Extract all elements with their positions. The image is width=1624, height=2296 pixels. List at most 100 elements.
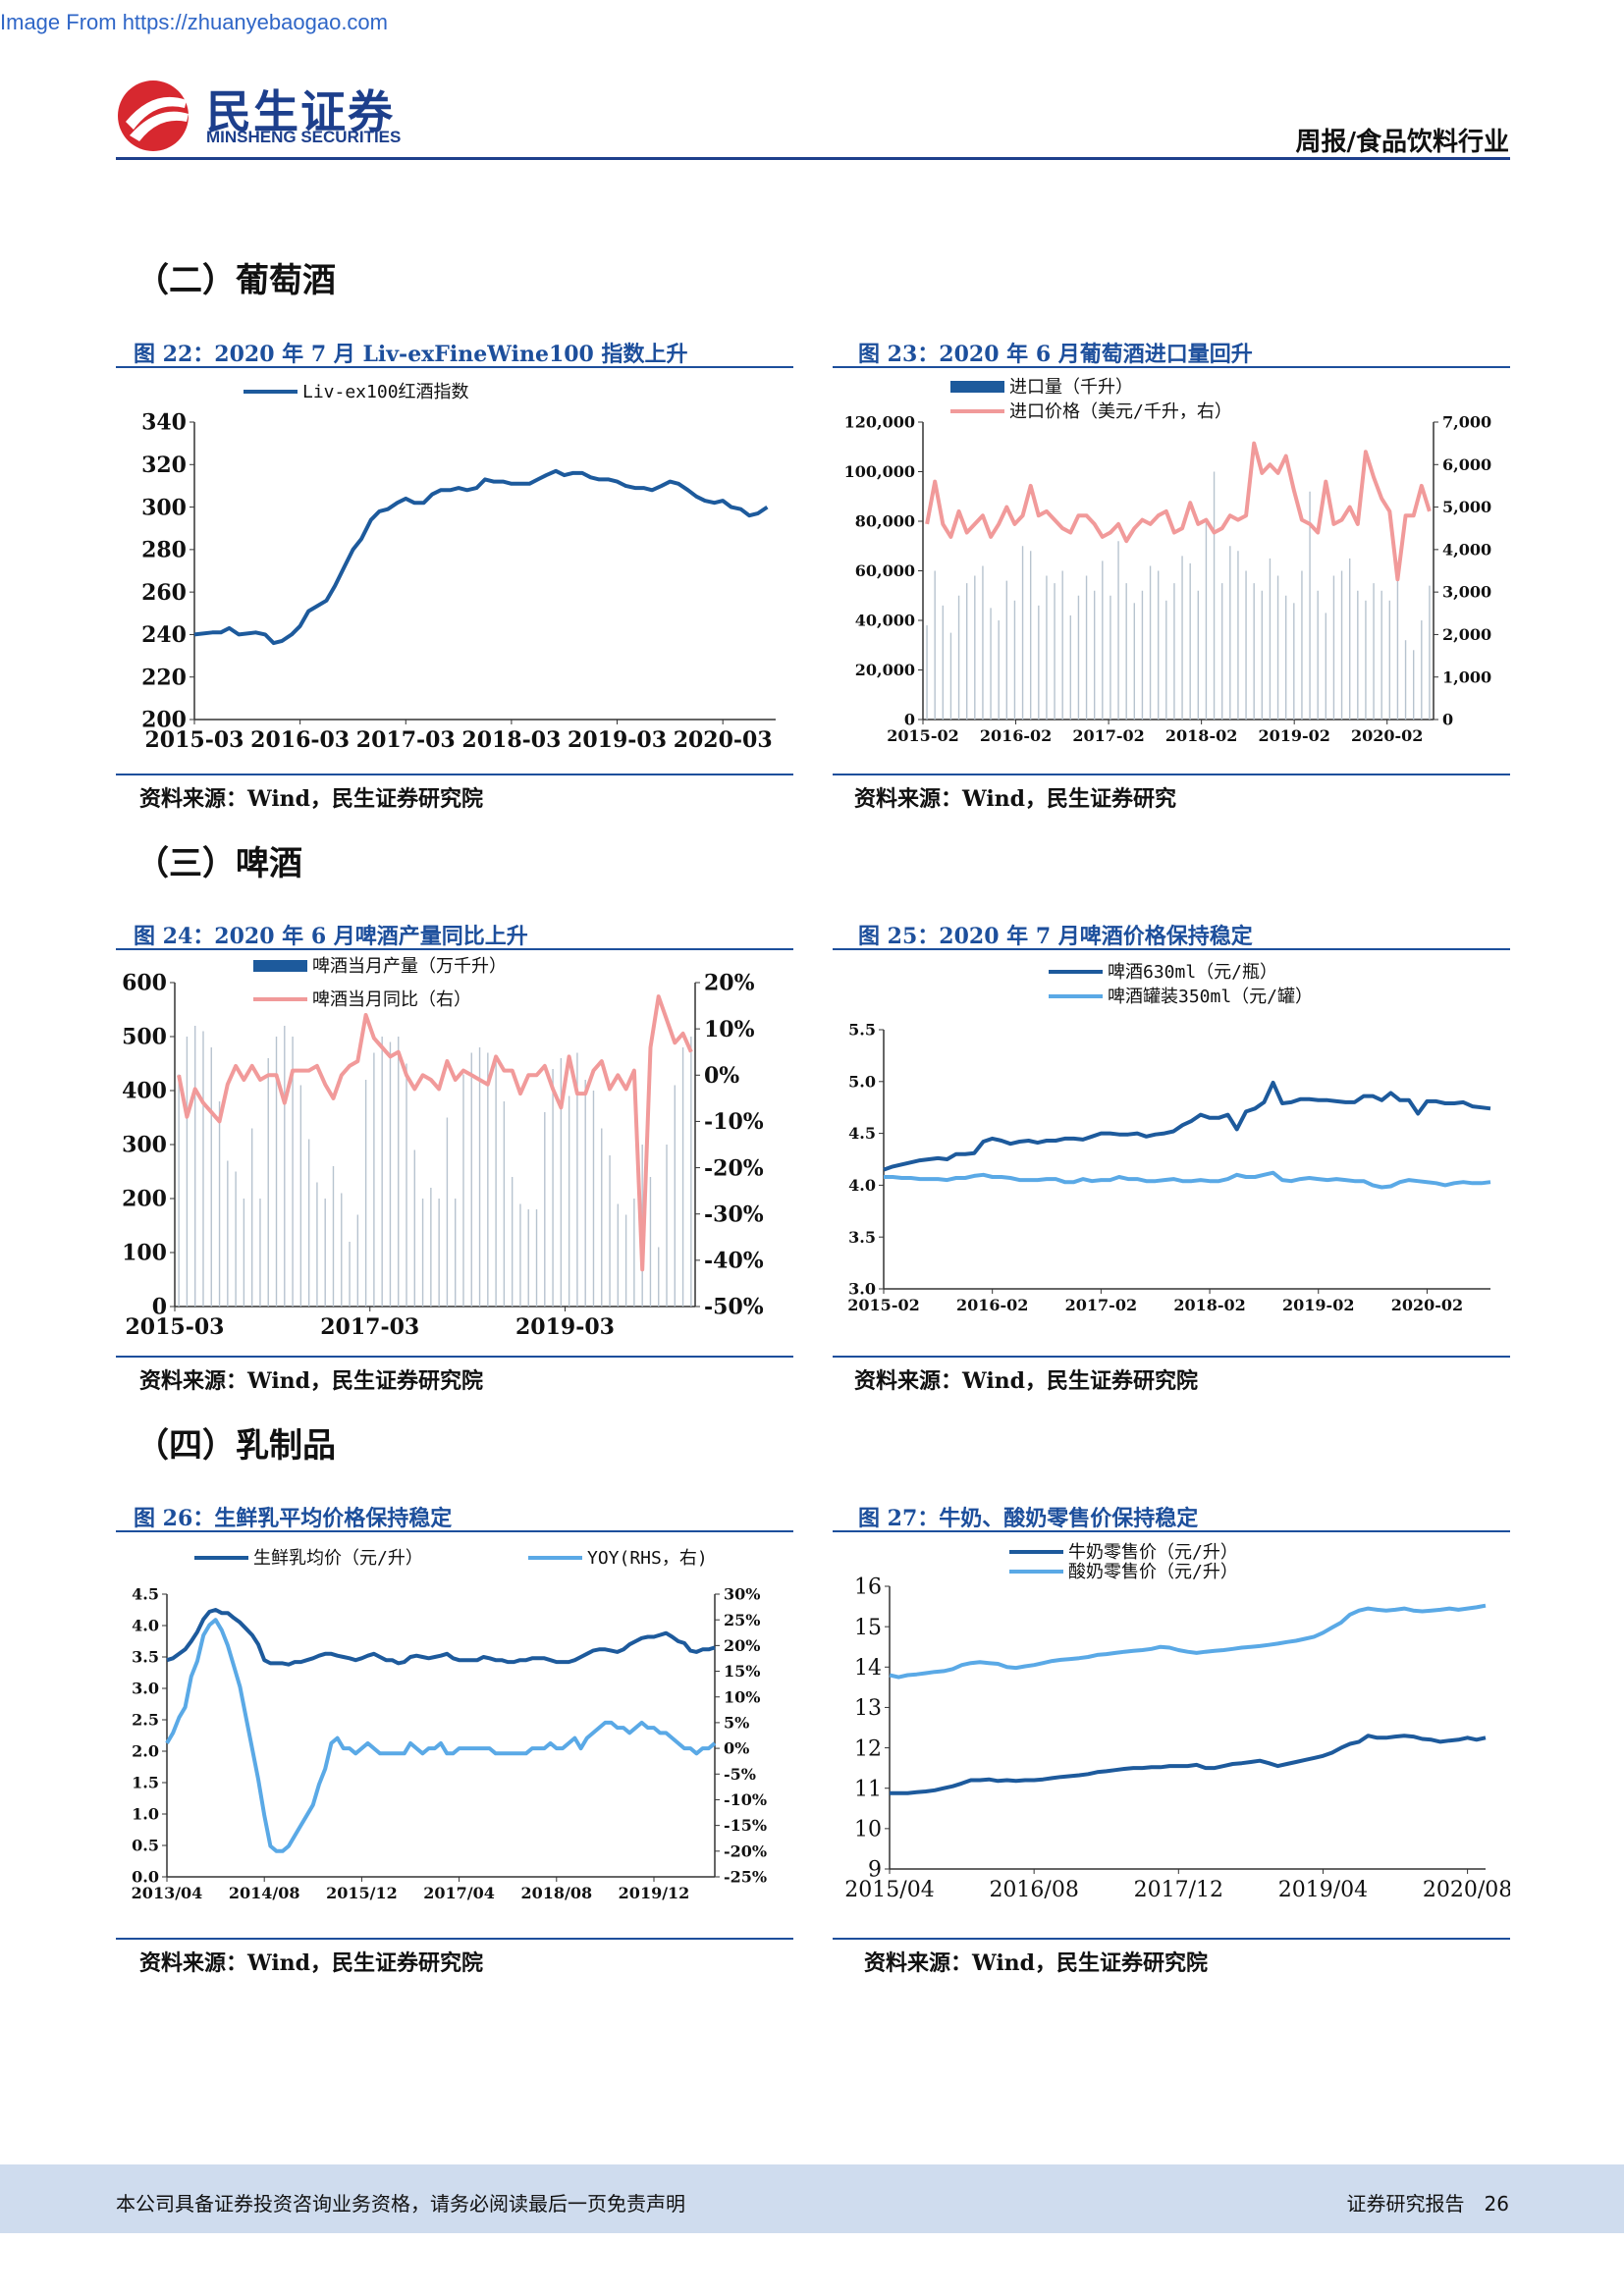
f25-ytick-label: 5.0 — [848, 1072, 876, 1091]
f24-ytick-label: 400 — [122, 1079, 167, 1104]
f22-xtick-label: 2017-03 — [356, 727, 456, 753]
fig27-source: 资料来源：Wind，民生证券研究院 — [864, 1950, 1209, 1976]
f23-y2tick-label: 0 — [1442, 711, 1453, 729]
f26-ytick-label: 0.5 — [132, 1837, 159, 1855]
f23-ytick-label: 20,000 — [855, 661, 915, 679]
report-category: 周报/食品饮料行业 — [1295, 128, 1510, 157]
logo-en: MINSHENG SECURITIES — [206, 128, 402, 146]
f27-xtick-label: 2020/08 — [1423, 1878, 1510, 1902]
fig27-title: 图 27：牛奶、酸奶零售价保持稳定 — [858, 1506, 1199, 1531]
f26-y2tick-label: 5% — [724, 1714, 749, 1733]
f27-xtick-label: 2017/12 — [1134, 1878, 1223, 1902]
f22-xtick-label: 2015-03 — [145, 727, 244, 753]
f25-xtick-label: 2020-02 — [1391, 1296, 1463, 1314]
f27-xtick-label: 2016/08 — [989, 1878, 1078, 1902]
f25-ytick-label: 4.5 — [848, 1124, 876, 1143]
f27-ytick-label: 15 — [854, 1616, 882, 1640]
f23-xtick-label: 2020-02 — [1351, 726, 1423, 745]
f24-legend-label: 啤酒当月产量（万千升） — [312, 956, 507, 977]
f24-legend-swatch — [253, 960, 307, 972]
header-rule — [116, 157, 1510, 160]
f27-xtick-label: 2019/04 — [1278, 1878, 1368, 1902]
f23-y2tick-label: 2,000 — [1442, 625, 1491, 644]
f26-y2tick-label: -25% — [724, 1868, 767, 1887]
f26-ytick-label: 0.0 — [132, 1868, 159, 1887]
f26-xtick-label: 2015/12 — [326, 1884, 398, 1902]
f24-line-series — [177, 994, 693, 1272]
f22-ytick-label: 260 — [141, 580, 187, 606]
f22-ytick-label: 240 — [141, 622, 187, 648]
f24-ytick-label: 200 — [122, 1187, 167, 1212]
fig23-chart: 0 20,000 40,000 60,000 80,000 100,000 120,000 0… — [833, 371, 1510, 774]
f26-xtick-label: 2019/12 — [619, 1884, 690, 1902]
section-beer: （三）啤酒 — [135, 844, 302, 883]
f23-svg: 0 20,000 40,000 60,000 80,000 100,000 120,000 0… — [844, 377, 1491, 745]
fig26-chart: 0.0 0.5 1.0 1.5 2.0 2.5 3.0 3.5 4.0 4.5 -25% -20% -1… — [116, 1535, 793, 1938]
f26-ytick-label: 3.0 — [132, 1680, 159, 1698]
f22-ytick-label: 300 — [141, 495, 187, 520]
f23-xtick-label: 2019-02 — [1258, 726, 1329, 745]
fig25-bottom-rule — [833, 1356, 1510, 1358]
f23-ytick-label: 0 — [904, 711, 915, 729]
f26-series-1 — [165, 1618, 717, 1853]
f23-xtick-label: 2017-02 — [1072, 726, 1144, 745]
f25-xtick-label: 2015-02 — [847, 1296, 919, 1314]
f26-ytick-label: 4.0 — [132, 1617, 159, 1635]
fig25-source: 资料来源：Wind，民生证券研究院 — [854, 1368, 1199, 1394]
fig24-source: 资料来源：Wind，民生证券研究院 — [139, 1368, 484, 1394]
watermark: Image From https://zhuanyebaogao.com — [0, 10, 388, 34]
fig22-source: 资料来源：Wind，民生证券研究院 — [139, 786, 484, 812]
fig25-chart: 3.0 3.5 4.0 4.5 5.0 5.5 2015-02 2016-02 2017-02 2… — [833, 953, 1510, 1356]
f23-ytick-label: 100,000 — [844, 462, 915, 481]
f26-xtick-label: 2018/08 — [520, 1884, 592, 1902]
minsheng-logo-icon — [118, 80, 189, 151]
f25-series-1 — [884, 1170, 1491, 1190]
f25-ytick-label: 4.0 — [848, 1176, 876, 1195]
f24-legend-label: 啤酒当月同比（右） — [312, 989, 471, 1010]
f26-svg: 0.0 0.5 1.0 1.5 2.0 2.5 3.0 3.5 4.0 4.5 -25% -20% -1… — [132, 1548, 767, 1902]
f27-series-0 — [890, 1734, 1487, 1795]
f25-ytick-label: 3.0 — [848, 1280, 876, 1299]
fig27-title-rule — [833, 1530, 1510, 1532]
f24-y2tick-label: 10% — [704, 1017, 755, 1042]
f25-ytick-label: 5.5 — [848, 1021, 876, 1040]
f24-xtick-label: 2015-03 — [126, 1314, 225, 1340]
f24-ytick-label: 100 — [122, 1241, 167, 1266]
f24-y2tick-label: -10% — [704, 1109, 764, 1135]
fig26-title: 图 26：生鲜乳平均价格保持稳定 — [134, 1506, 453, 1531]
f23-xtick-label: 2018-02 — [1165, 726, 1237, 745]
f26-xtick-label: 2017/04 — [423, 1884, 495, 1902]
f26-ytick-label: 1.0 — [132, 1805, 159, 1824]
f22-ytick-label: 280 — [141, 538, 187, 563]
f26-y2tick-label: 0% — [724, 1739, 749, 1758]
fig24-bottom-rule — [116, 1356, 793, 1358]
f26-y2tick-label: 30% — [724, 1585, 760, 1604]
f22-ytick-label: 320 — [141, 453, 187, 478]
fig23-bottom-rule — [833, 774, 1510, 775]
fig23-title: 图 23：2020 年 6 月葡萄酒进口量回升 — [858, 342, 1253, 367]
f23-line-series — [925, 441, 1432, 582]
f24-ytick-label: 300 — [122, 1133, 167, 1158]
f27-legend-label: 酸奶零售价（元/升） — [1068, 1562, 1238, 1582]
f23-y2tick-label: 1,000 — [1442, 667, 1491, 686]
section-dairy: （四）乳制品 — [135, 1426, 336, 1466]
f25-legend-label: 啤酒罐装350ml（元/罐） — [1108, 987, 1313, 1007]
f25-ytick-label: 3.5 — [848, 1228, 876, 1247]
fig25-title-rule — [833, 948, 1510, 950]
f22-ytick-label: 220 — [141, 665, 187, 690]
f22-xtick-label: 2020-03 — [674, 727, 773, 753]
fig24-title: 图 24：2020 年 6 月啤酒产量同比上升 — [134, 924, 528, 949]
f26-y2tick-label: 20% — [724, 1636, 760, 1655]
fig23-title-rule — [833, 366, 1510, 368]
f25-xtick-label: 2016-02 — [956, 1296, 1028, 1314]
fig25-title: 图 25：2020 年 7 月啤酒价格保持稳定 — [858, 924, 1253, 949]
f26-y2tick-label: -10% — [724, 1790, 767, 1809]
fig26-title-rule — [116, 1530, 793, 1532]
footer-page-label: 证券研究报告 26 — [1346, 2192, 1509, 2216]
f26-y2tick-label: -5% — [724, 1765, 756, 1784]
footer-bar — [0, 2164, 1624, 2233]
f27-svg: 9 10 11 12 13 14 15 16 2015/04 2016/08 2017/12 2019… — [844, 1542, 1510, 1902]
f24-y2tick-label: 20% — [704, 971, 755, 996]
f25-svg: 3.0 3.5 4.0 4.5 5.0 5.5 2015-02 2016-02 2017-02 2… — [847, 962, 1491, 1314]
